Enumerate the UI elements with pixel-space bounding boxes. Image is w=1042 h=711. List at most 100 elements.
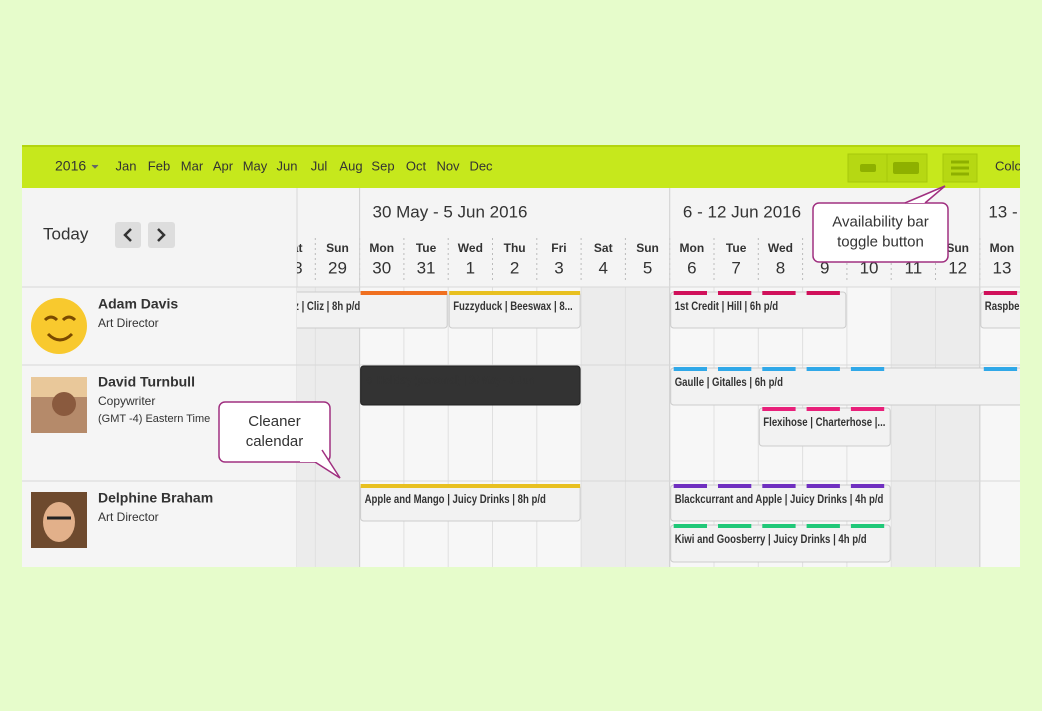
- booking-label-group: Podz | Cliz | 8h p/d: [297, 300, 360, 313]
- month-link[interactable]: Jun: [277, 158, 298, 173]
- person-role: Art Director: [98, 510, 159, 524]
- callout-tail: [904, 185, 946, 204]
- callout-box: [812, 202, 949, 263]
- toolbar-edge: [22, 145, 1020, 147]
- day-name: Sun: [636, 241, 659, 255]
- day-name: Sat: [284, 241, 303, 255]
- month-link[interactable]: Oct: [406, 158, 427, 173]
- booking-label: Flexihose | Charterhose |...: [763, 416, 885, 429]
- month-link[interactable]: Apr: [213, 158, 234, 173]
- booking[interactable]: [272, 291, 448, 329]
- callout-box: [218, 401, 331, 463]
- day-name: Wed: [768, 241, 793, 255]
- next-button[interactable]: [148, 222, 175, 248]
- booking-stripe: [360, 291, 448, 295]
- callout-text: calendar: [246, 433, 304, 450]
- availability-bar: [983, 367, 1018, 371]
- day-column: [891, 287, 936, 567]
- booking-label: Kiwi and Goosberry | Juicy Drinks | 4h p…: [675, 533, 867, 546]
- view-label[interactable]: Colo: [995, 158, 1022, 173]
- month-link[interactable]: May: [243, 158, 268, 173]
- prev-button[interactable]: [115, 222, 141, 248]
- avatar: [31, 298, 87, 354]
- day-date: 11: [905, 258, 923, 277]
- avatars: [31, 298, 87, 548]
- availability-bar: [806, 367, 840, 371]
- day-date: 30: [372, 258, 391, 277]
- day-date: 12: [948, 258, 967, 277]
- day-name: Tue: [726, 241, 747, 255]
- availability-bar: [806, 484, 840, 488]
- month-link[interactable]: Feb: [148, 158, 170, 173]
- month-link[interactable]: Aug: [339, 158, 362, 173]
- availability-bar: [806, 407, 840, 411]
- booking[interactable]: [670, 291, 847, 329]
- day-name: Sun: [946, 241, 969, 255]
- day-date: 31: [417, 258, 436, 277]
- icon: [157, 228, 166, 242]
- month-link[interactable]: Sep: [371, 158, 394, 173]
- day-column: [448, 287, 493, 567]
- person-role: Copywriter: [98, 394, 155, 408]
- availability-bar: [850, 367, 885, 371]
- booking-label: Raspbe: [985, 300, 1020, 313]
- today-link[interactable]: Today: [43, 224, 89, 243]
- booking-label: ☺ Holiday (personal) | 30 May - 3 Jun: [365, 374, 535, 387]
- person-name: Adam Davis: [98, 296, 178, 312]
- day-name: Sun: [326, 241, 349, 255]
- month-link[interactable]: Jul: [311, 158, 328, 173]
- year-select[interactable]: 2016: [55, 158, 86, 174]
- availability-bar: [983, 291, 1018, 295]
- availability-bar: [850, 407, 885, 411]
- avatar-face: [43, 502, 75, 542]
- day-date: 10: [860, 258, 879, 277]
- availability-bar: [806, 291, 840, 295]
- day-name: Mon: [369, 241, 394, 255]
- day-date: 2: [510, 258, 519, 277]
- booking-label-group: ☺ Holiday (personal) | 30 May - 3 Jun: [365, 374, 535, 387]
- booking[interactable]: [360, 365, 581, 406]
- icon: [860, 164, 876, 172]
- day-date: 8: [776, 258, 785, 277]
- availability-bar: [718, 524, 752, 528]
- day-name: Fri: [551, 241, 566, 255]
- day-date: 4: [599, 258, 608, 277]
- month-link[interactable]: Mar: [181, 158, 204, 173]
- month-link[interactable]: Nov: [436, 158, 460, 173]
- booking[interactable]: [670, 367, 1023, 406]
- avatar-head: [52, 392, 76, 416]
- callout-text: Availability bar: [832, 213, 928, 230]
- icon: [951, 160, 969, 176]
- person-name: David Turnbull: [98, 374, 195, 390]
- callouts: Availability bar toggle button Cleaner cale…: [218, 185, 949, 479]
- day-date: 29: [328, 258, 347, 277]
- callout-tail-mask: [903, 204, 925, 207]
- booking-label-group: Fuzzyduck | Beeswax | 8...: [453, 300, 572, 313]
- availability-bar: [673, 524, 707, 528]
- calendar-grid: Sat 28 Sun 29 Mon 30 Tue 31 Wed 1 Thu 2 Fri 3 Sat 4 Sun 5…: [272, 188, 1023, 567]
- day-date: 6: [687, 258, 696, 277]
- booking-label-group: Flexihose | Charterhose |...: [763, 416, 885, 429]
- booking-label-group: Kiwi and Goosberry | Juicy Drinks | 4h p…: [675, 533, 867, 546]
- booking-label-group: Blackcurrant and Apple | Juicy Drinks | …: [675, 493, 884, 506]
- dropdown-caret: [91, 164, 99, 169]
- month-link[interactable]: Dec: [469, 158, 493, 173]
- day-date: 7: [731, 258, 740, 277]
- month-link[interactable]: Jan: [116, 158, 137, 173]
- day-column: [625, 287, 670, 567]
- day-name: Thu: [504, 241, 526, 255]
- booking-label: Blackcurrant and Apple | Juicy Drinks | …: [675, 493, 884, 506]
- week-label: 30 May - 5 Jun 2016: [373, 202, 528, 221]
- booking-label: Apple and Mango | Juicy Drinks | 8h p/d: [365, 493, 546, 506]
- week-label: 6 - 12 Jun 2016: [683, 202, 801, 221]
- callout-text: toggle button: [837, 233, 924, 250]
- day-column: [403, 287, 449, 567]
- availability-bar: [762, 484, 796, 488]
- availability-bar: [762, 524, 796, 528]
- booking-label-group: Gaulle | Gitalles | 6h p/d: [675, 376, 783, 389]
- booking-label-group: Raspbe: [985, 300, 1020, 313]
- avatar-sky: [31, 377, 87, 397]
- day-column: [935, 287, 980, 567]
- callout-tail: [314, 449, 341, 479]
